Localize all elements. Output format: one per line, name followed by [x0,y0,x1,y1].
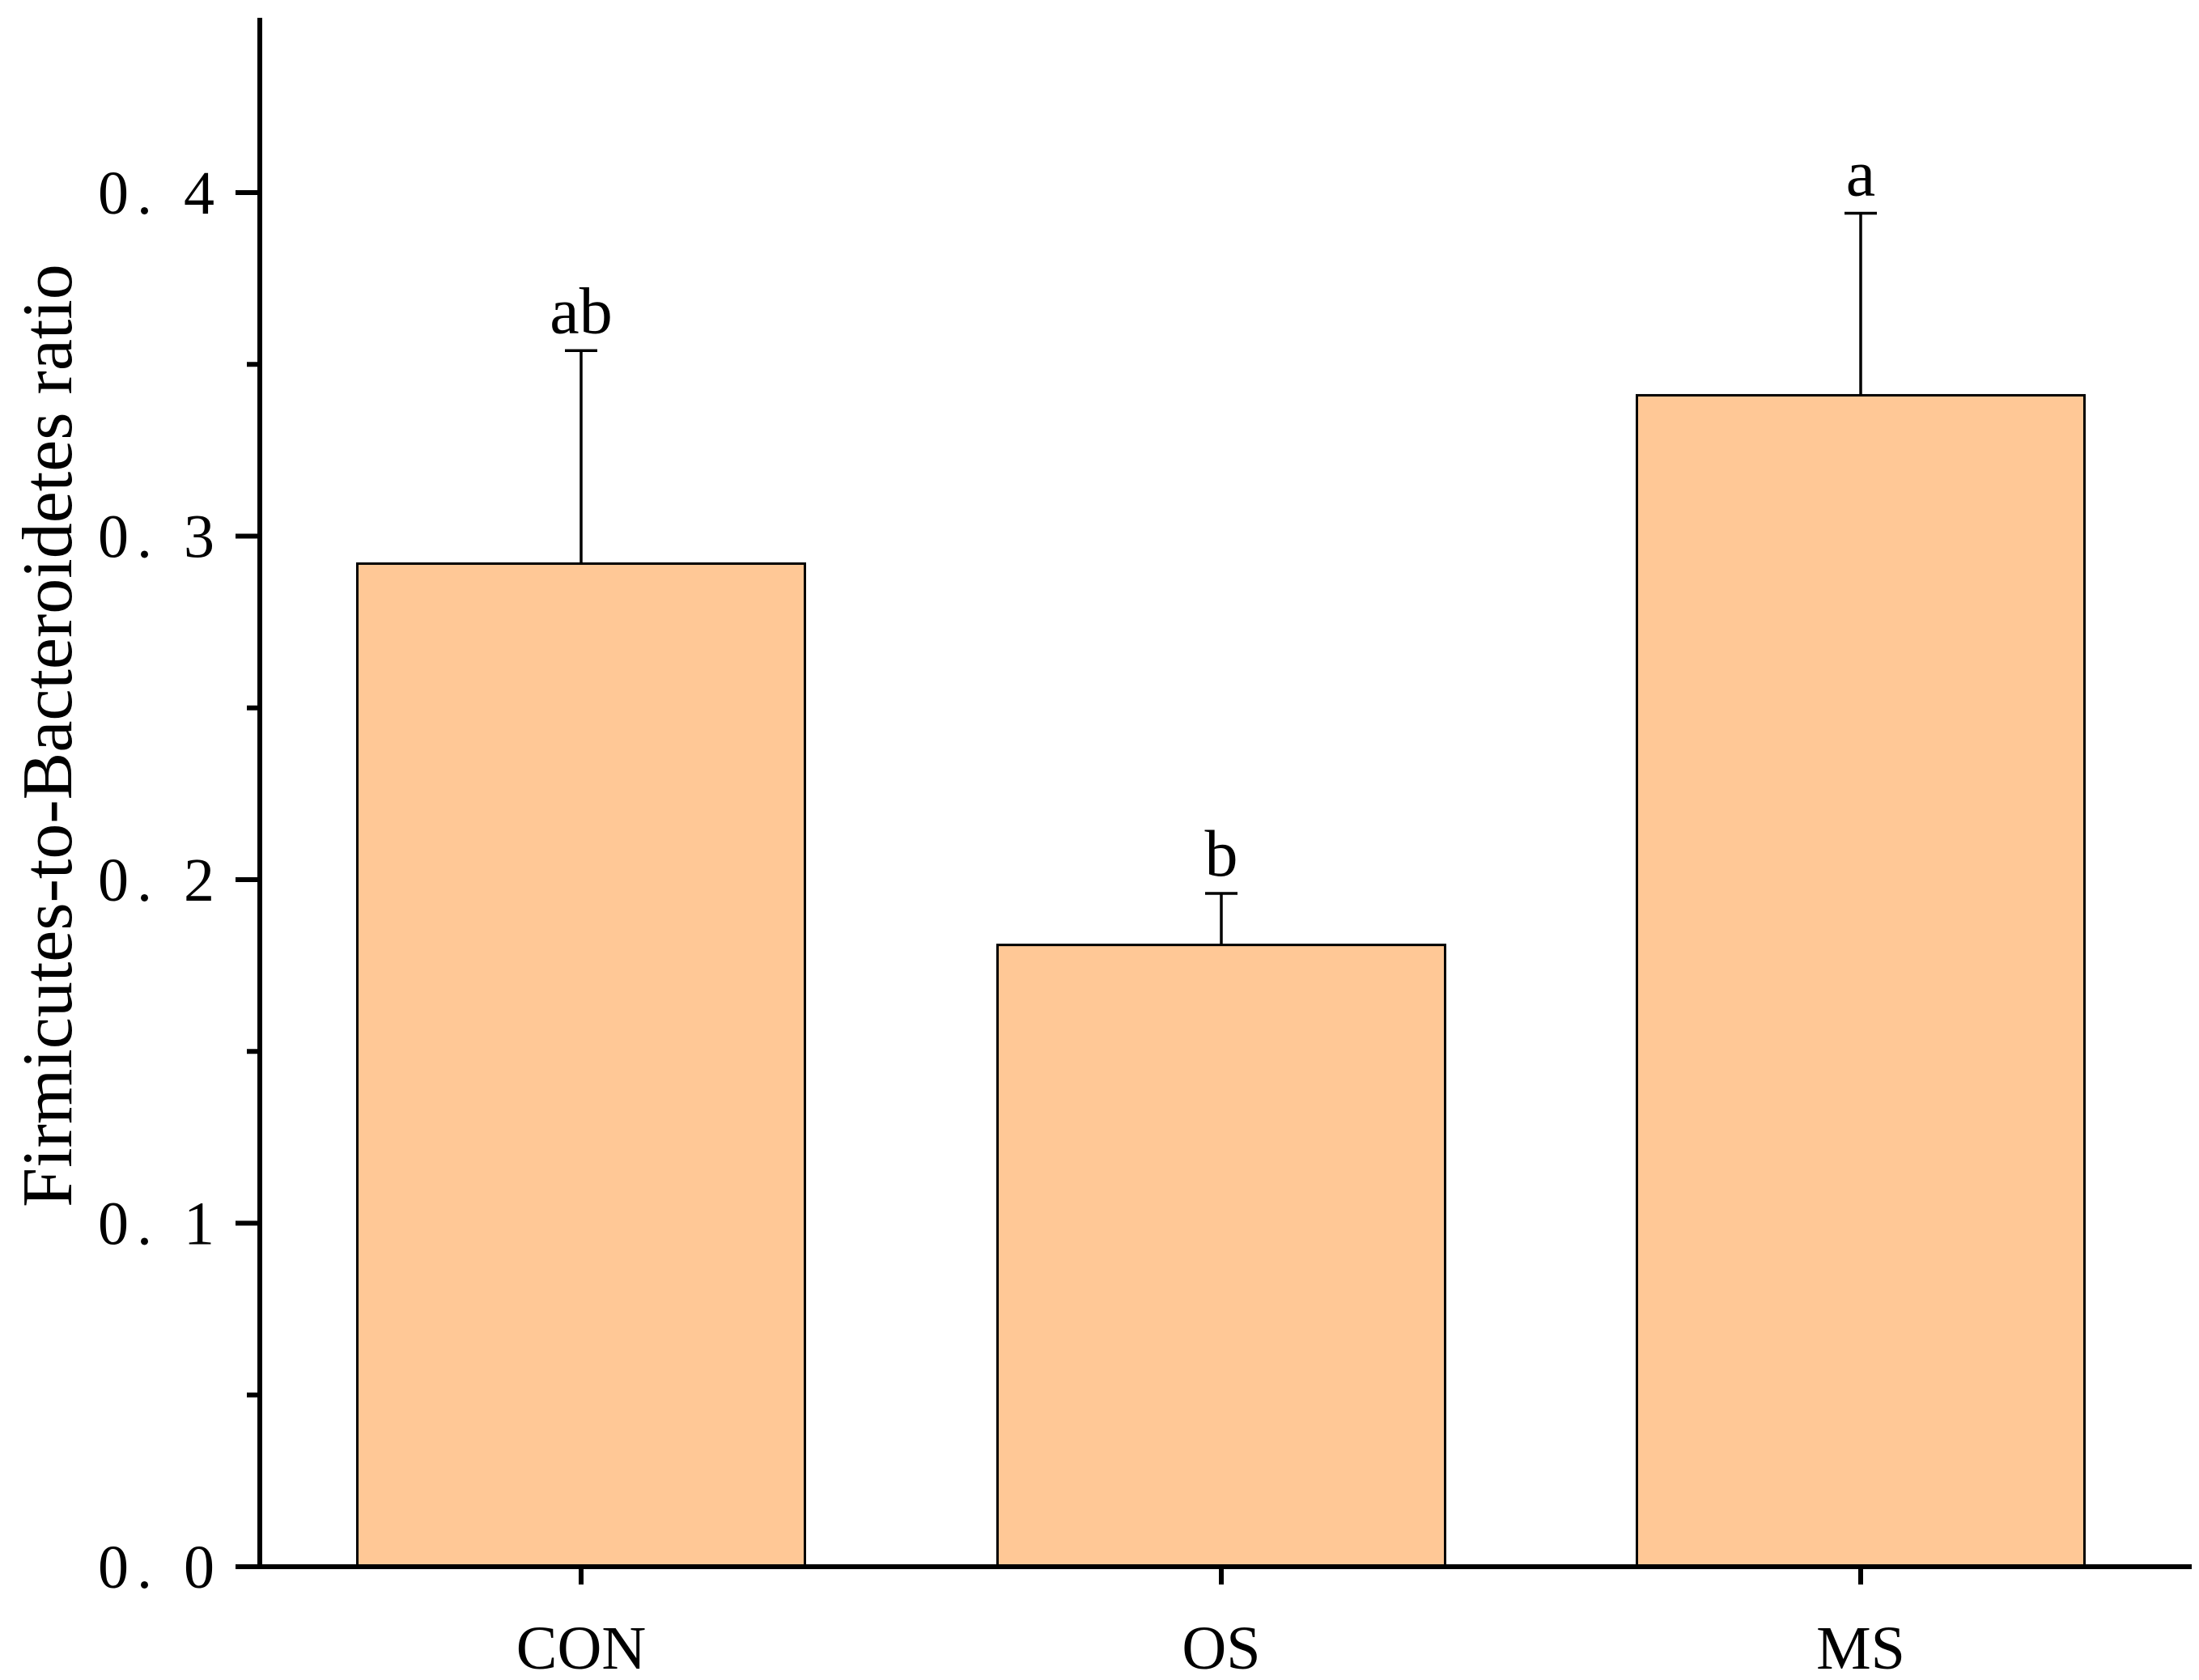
significance-label: b [1205,817,1238,890]
y-tick-label: 0. 0 [98,1534,223,1602]
y-tick-label: 0. 1 [98,1190,223,1258]
x-tick-label: CON [516,1614,646,1680]
significance-label: ab [550,274,612,347]
x-tick-label: MS [1816,1614,1905,1680]
y-axis-title: Firmicutes-to-Bacteroidetes ratio [9,264,87,1207]
bars-layer [356,393,2086,1568]
y-tick-label: 0. 4 [98,159,223,227]
x-tick-label: OS [1182,1614,1260,1680]
bar-ms [1636,393,2086,1568]
y-ticks-layer: 0. 0 0. 1 0. 2 0. 3 0. 4 [98,159,260,1602]
x-ticks-layer: CON OS MS [516,1567,1905,1680]
error-bars-layer [565,211,1877,945]
bar-con [356,562,806,1568]
y-tick-label: 0. 2 [98,846,223,914]
significance-labels-layer: ab b a [550,136,1875,890]
significance-label: a [1846,136,1875,210]
bar-os [996,944,1446,1568]
y-tick-label: 0. 3 [98,503,223,571]
